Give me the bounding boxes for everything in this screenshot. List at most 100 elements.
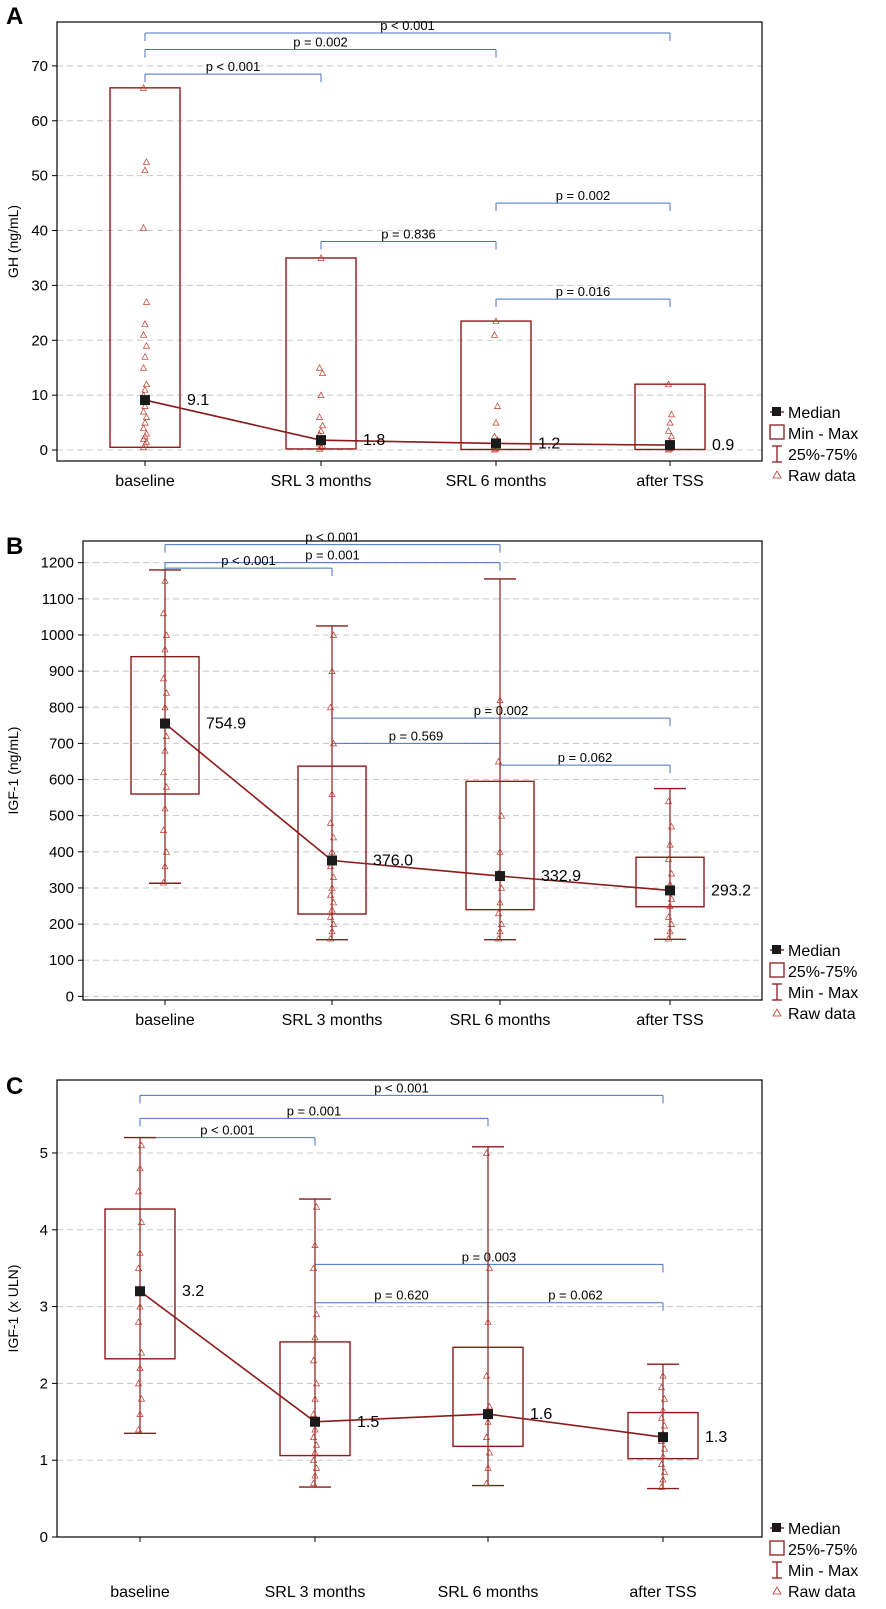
comparison-bracket [139,1117,489,1127]
median-value-label: 293.2 [711,882,751,899]
raw-data-point [309,1456,318,1464]
p-value-label: p < 0.001 [380,18,435,33]
x-category-label: SRL 6 months [438,1584,539,1601]
median-value-label: 332.9 [541,868,581,885]
y-tick-label: 40 [31,223,48,240]
raw-data-point [664,934,673,942]
p-value-label: p < 0.001 [305,530,360,545]
y-tick-label: 1 [40,1452,48,1469]
raw-data-point [139,224,148,231]
raw-data-point [664,427,673,434]
raw-data-point [660,1395,669,1402]
p-value-label: p < 0.001 [200,1123,255,1138]
median-line [164,722,671,892]
legend-label: Median [788,405,840,422]
raw-data-point [161,645,169,653]
y-tick-label: 800 [49,699,74,716]
raw-data-point [328,848,336,855]
raw-data-point [311,1448,319,1456]
raw-data-point [664,380,673,388]
median-marker [495,871,505,882]
y-tick-label: 3 [40,1299,48,1316]
y-tick-label: 0 [66,988,74,1005]
raw-data-point [494,757,503,765]
raw-data-point [496,848,504,855]
raw-data-point [493,402,502,409]
legend-label: Raw data [788,1584,856,1601]
legend-item: Median [770,943,840,960]
raw-data-point [664,797,673,805]
y-tick-label: 300 [49,880,74,897]
y-axis-title: IGF-1 (x ULN) [5,1265,21,1353]
raw-data-point [667,822,676,830]
y-axis-title: IGF-1 (ng/mL) [5,727,21,815]
raw-data-point [496,927,504,935]
y-tick-label: 70 [31,58,48,75]
raw-data-point [141,402,149,409]
raw-data-point [162,732,171,740]
raw-data-point [329,833,338,841]
box [465,780,535,911]
raw-data-point [482,1371,491,1379]
p-value-label: p < 0.001 [374,1080,429,1095]
raw-data-point [311,1471,319,1479]
comparison-bracket [164,567,333,577]
panel-letter: B [6,533,23,560]
raw-data-point [137,1141,146,1149]
legend-item: Median [770,405,840,422]
raw-data-point [666,840,674,848]
median-marker [316,435,326,446]
raw-data-point [161,703,169,711]
raw-data-point [318,441,327,449]
raw-data-point [485,1448,494,1456]
raw-data-point [490,331,499,338]
x-category-label: after TSS [636,473,703,490]
raw-data-point [492,418,500,426]
raw-data-point [141,353,149,360]
p-value-label: p < 0.001 [206,59,261,74]
raw-data-point [659,1406,667,1414]
comparison-bracket [487,1302,664,1311]
raw-data-point [162,689,171,696]
legend-label: Raw data [788,468,856,485]
raw-data-point [667,410,676,418]
legend-label: 25%-75% [788,447,857,464]
x-category-label: SRL 6 months [450,1012,551,1029]
comparison-bracket [495,202,671,212]
box [104,1208,176,1360]
comparison-bracket [331,717,671,727]
y-tick-label: 60 [31,113,48,130]
raw-data-point [484,1318,492,1325]
legend-raw-symbol [772,1008,782,1017]
raw-data-point [312,1203,321,1210]
raw-data-point [141,385,149,393]
legend-label: Min - Max [788,426,858,443]
raw-data-point [494,934,503,942]
raw-data-point [311,1395,319,1402]
comparison-bracket [499,764,671,774]
raw-data-point [657,1460,666,1467]
raw-data-point [484,1464,492,1471]
p-value-label: p = 0.620 [374,1288,429,1303]
legend-label: Median [788,1521,840,1538]
x-category-label: SRL 3 months [271,473,372,490]
y-tick-label: 400 [49,844,74,861]
raw-data-point [326,703,335,711]
raw-data-point [312,1310,321,1318]
chart-panel-a: A 0 10 20 30 40 50 60 70 GH (ng/mL) baseline SRL 3 … [5,3,858,490]
raw-data-point [666,418,674,426]
raw-data-point [660,1444,669,1452]
legend-item: Min - Max [772,983,858,1002]
raw-data-point [136,1249,144,1256]
plot-frame [56,21,763,462]
y-tick-label: 900 [49,663,74,680]
raw-data-point [311,1333,319,1341]
raw-data-point [664,855,673,862]
raw-data-point [492,317,500,324]
legend-item: Min - Max [769,424,858,443]
raw-data-point [311,1425,319,1433]
median-marker [491,438,501,449]
raw-data-point [161,862,169,870]
p-value-label: p = 0.002 [293,34,348,49]
raw-data-point [162,631,171,638]
